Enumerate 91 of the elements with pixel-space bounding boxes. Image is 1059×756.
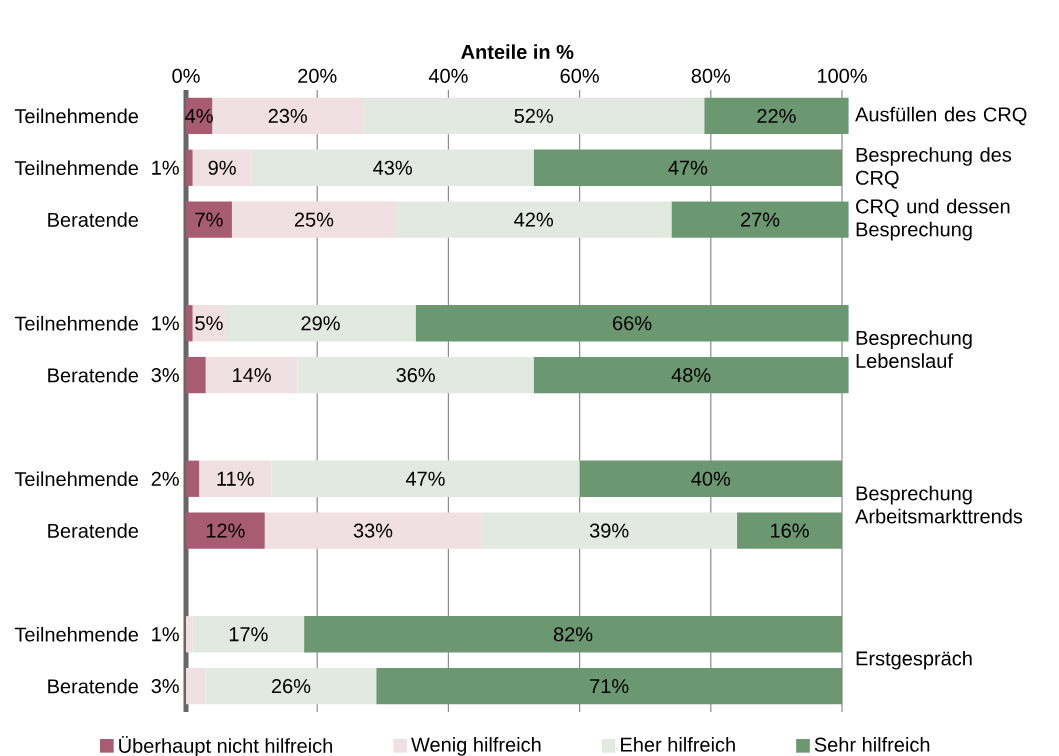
- x-tick-label: 100%: [817, 68, 867, 83]
- data-label: 1%: [152, 160, 179, 175]
- bar: [264, 512, 482, 549]
- data-label: 1%: [152, 316, 179, 331]
- bar: [251, 149, 534, 186]
- bar: [737, 512, 843, 549]
- data-label: 39%: [589, 523, 629, 538]
- bar: [704, 97, 849, 135]
- bar: [297, 356, 534, 394]
- bar: [205, 356, 298, 394]
- bar: [271, 460, 580, 497]
- data-label: 43%: [373, 160, 412, 175]
- bar: [533, 149, 843, 186]
- bar: [192, 616, 305, 653]
- legend-label: Eher hilfreich: [621, 737, 735, 752]
- text: Erstgespräch: [856, 650, 972, 670]
- y-tick-label: Beratende: [48, 523, 139, 538]
- x-tick-label: 40%: [428, 68, 468, 83]
- data-label: 47%: [668, 160, 708, 175]
- x-axis-title: Anteile in %: [461, 44, 574, 60]
- bar: [579, 460, 843, 497]
- data-label: 3%: [151, 679, 179, 694]
- data-label: 71%: [590, 679, 629, 694]
- data-label: 1%: [152, 627, 179, 642]
- bar: [304, 616, 843, 653]
- x-tick-label: 60%: [560, 68, 599, 83]
- bar: [186, 305, 193, 342]
- y-tick-label: Teilnehmende: [14, 108, 139, 124]
- data-label: 42%: [514, 212, 554, 227]
- text: Besprechung Arbeitsmarkttrends: [855, 485, 1023, 524]
- x-tick-label: 20%: [298, 68, 337, 83]
- bar: [671, 201, 849, 238]
- data-label: 52%: [514, 108, 554, 123]
- data-label: 7%: [195, 212, 223, 227]
- text: Besprechung des CRQ: [856, 147, 1012, 189]
- data-label: 22%: [757, 108, 796, 123]
- y-tick-label: Teilnehmende: [14, 626, 139, 642]
- bar: [199, 460, 272, 497]
- data-label: 9%: [208, 160, 236, 175]
- bar: [186, 201, 232, 238]
- bar: [533, 356, 849, 394]
- text: Ausfüllen des CRQ: [855, 106, 1027, 126]
- data-label: 26%: [271, 679, 311, 694]
- bar: [186, 616, 193, 653]
- bar: [225, 305, 416, 342]
- text: Besprechung Lebenslauf: [856, 330, 972, 369]
- bar: [376, 667, 843, 705]
- data-label: 5%: [195, 316, 223, 331]
- data-label: 29%: [301, 316, 340, 331]
- data-label: 48%: [671, 368, 711, 383]
- data-label: 14%: [233, 368, 271, 383]
- bar: [363, 97, 705, 135]
- data-label: 11%: [217, 471, 254, 486]
- bar: [186, 460, 200, 497]
- data-label: 40%: [691, 471, 731, 486]
- y-tick-label: Beratende: [48, 367, 139, 383]
- data-label: 3%: [151, 368, 179, 383]
- data-label: 25%: [294, 212, 334, 227]
- y-tick-label: Teilnehmende: [14, 471, 139, 487]
- bar: [186, 356, 206, 394]
- data-label: 27%: [741, 212, 780, 227]
- x-tick-label: 0%: [172, 68, 200, 83]
- data-label: 12%: [206, 523, 245, 538]
- data-label: 23%: [268, 108, 308, 123]
- y-tick-label: Teilnehmende: [14, 315, 139, 331]
- bar: [186, 149, 193, 186]
- bar: [212, 97, 364, 135]
- data-label: 66%: [613, 316, 652, 331]
- data-label: 16%: [771, 523, 809, 538]
- data-label: 36%: [396, 368, 435, 383]
- bar: [395, 201, 672, 238]
- bar: [205, 667, 377, 705]
- legend-label: Wenig hilfreich: [411, 737, 541, 756]
- data-label: 47%: [405, 471, 445, 486]
- data-label: 2%: [151, 471, 179, 486]
- bar: [231, 201, 396, 238]
- bar: [192, 149, 252, 186]
- bar: [186, 667, 206, 705]
- data-label: 17%: [229, 627, 268, 642]
- bar: [186, 512, 265, 549]
- data-label: 82%: [553, 627, 593, 642]
- y-tick-label: Teilnehmende: [14, 160, 139, 176]
- bar: [415, 305, 849, 342]
- x-tick-label: 80%: [691, 68, 731, 83]
- y-tick-label: Beratende: [48, 678, 139, 694]
- y-tick-label: Beratende: [48, 212, 139, 227]
- bar: [481, 512, 738, 549]
- text: CRQ und dessen Besprechung: [856, 198, 1010, 241]
- legend-label: Überhaupt nicht hilfreich: [119, 735, 332, 756]
- data-label: 33%: [353, 523, 393, 538]
- legend-label: Sehr hilfreich: [814, 737, 930, 752]
